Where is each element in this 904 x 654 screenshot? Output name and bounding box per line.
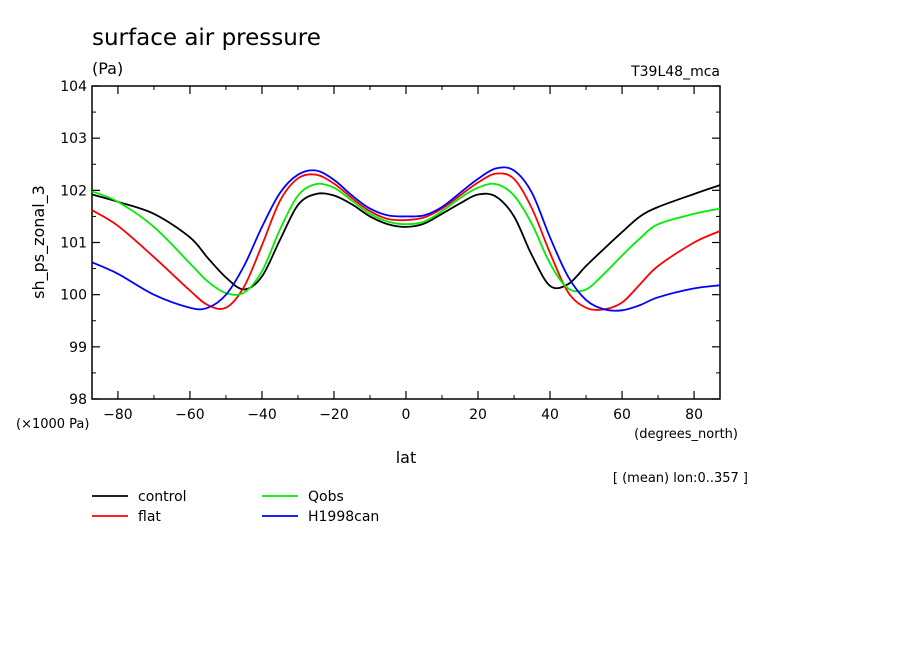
- y-tick-label-2: 100: [60, 288, 87, 304]
- run-label: T39L48_mca: [630, 64, 720, 80]
- series-line-qobs: [91, 182, 721, 296]
- x-tick-label-8: 80: [685, 407, 703, 423]
- x-tick-label-7: 60: [613, 407, 631, 423]
- series-lines: [91, 166, 721, 312]
- legend-label-control: control: [138, 489, 187, 505]
- series-line-flat: [91, 172, 721, 311]
- legend-label-flat: flat: [138, 509, 161, 525]
- axis-ticks: −80 −60 −40 −20 0 20 40 60 80 98 99 100 101 102 103 104: [60, 79, 720, 423]
- x-tick-label-4: 0: [402, 407, 411, 423]
- y-tick-label-5: 103: [60, 131, 87, 147]
- unit-label: (Pa): [92, 59, 123, 78]
- x-unit-label: (degrees_north): [634, 427, 738, 442]
- chart-title: surface air pressure: [92, 25, 321, 51]
- legend: control flat Qobs H1998can: [92, 489, 379, 525]
- y-tick-label-0: 98: [69, 392, 87, 408]
- legend-label-h1998can: H1998can: [308, 509, 379, 525]
- y-tick-label-4: 102: [60, 183, 87, 199]
- x-tick-label-1: −60: [175, 407, 205, 423]
- x-axis-label: lat: [396, 448, 417, 467]
- y-tick-label-6: 104: [60, 79, 87, 95]
- y-axis-label: sh_ps_zonal_3: [29, 185, 49, 299]
- x-tick-label-6: 40: [541, 407, 559, 423]
- x-tick-label-0: −80: [103, 407, 133, 423]
- x-tick-label-5: 20: [469, 407, 487, 423]
- y-scale-label: (×1000 Pa): [16, 417, 89, 432]
- series-line-control: [91, 184, 721, 291]
- y-tick-label-3: 101: [60, 236, 87, 252]
- subtitle: [ (mean) lon:0..357 ]: [613, 471, 748, 486]
- x-tick-label-2: −40: [247, 407, 277, 423]
- y-tick-label-1: 99: [69, 340, 87, 356]
- x-tick-label-3: −20: [319, 407, 349, 423]
- legend-label-qobs: Qobs: [308, 489, 344, 505]
- plot-frame: [91, 85, 721, 400]
- series-line-h1998can: [91, 166, 721, 312]
